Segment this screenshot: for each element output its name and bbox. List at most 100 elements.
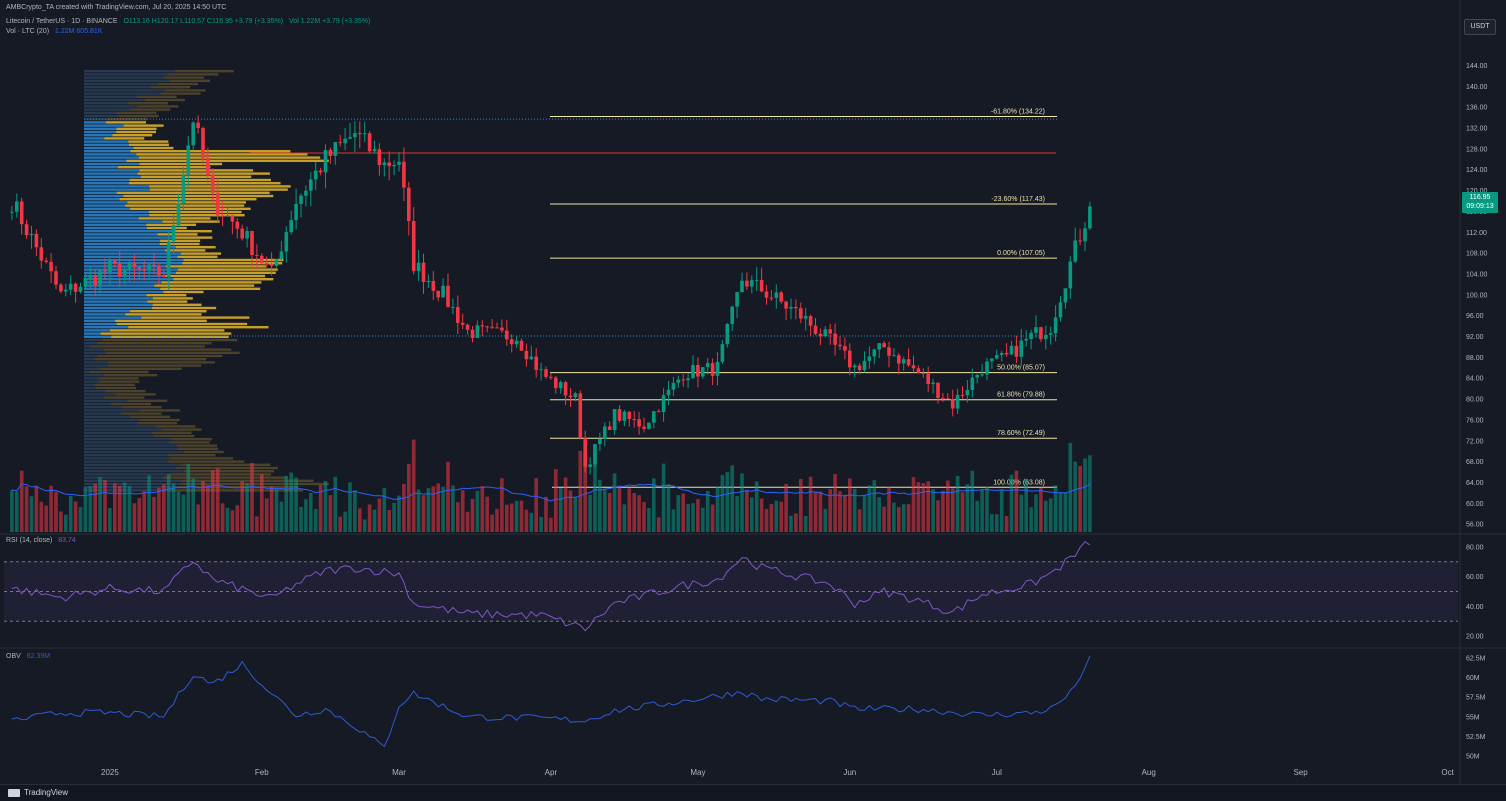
volume-bar [470, 498, 475, 532]
volume-bar [813, 491, 818, 532]
volume-profile-bar [84, 166, 118, 169]
candle-body [343, 138, 347, 144]
volume-bar [1063, 492, 1068, 532]
volume-bar [152, 496, 156, 532]
volume-profile-bar [172, 438, 213, 441]
volume-profile-bar [84, 111, 117, 114]
volume-bar [985, 486, 989, 532]
candle-body [191, 122, 195, 146]
candle-body [833, 333, 837, 345]
volume-bar [936, 500, 940, 532]
volume-bar [534, 478, 538, 532]
volume-profile-bar [84, 220, 163, 223]
volume-bar [632, 493, 636, 532]
volume-profile-bar [168, 489, 303, 492]
symbol-text[interactable]: Litecoin / TetherUS · 1D · BINANCE [6, 18, 118, 25]
volume-bar [245, 483, 249, 532]
volume-bar [789, 515, 793, 532]
candle-body [220, 215, 225, 217]
volume-profile-bar [84, 130, 117, 134]
volume-bar [196, 504, 200, 532]
volume-bar [108, 508, 112, 532]
candle-body [1058, 302, 1063, 318]
volume-profile-bar [163, 290, 204, 294]
candle-body [358, 133, 362, 135]
volume-profile-bar [98, 377, 139, 380]
candle-body [637, 419, 641, 427]
volume-bar [186, 463, 191, 532]
volume-study-label[interactable]: Vol · LTC (20) [6, 28, 50, 35]
volume-profile-bar [84, 313, 126, 316]
volume-bar [666, 483, 671, 532]
currency-badge[interactable]: USDT [1464, 19, 1496, 35]
candle-body [882, 343, 886, 348]
volume-profile-bar [84, 422, 138, 425]
volume-bar [201, 480, 205, 532]
volume-profile-bar [84, 287, 161, 290]
volume-bar [235, 505, 240, 532]
volume-profile-bar [151, 306, 217, 310]
volume-profile-bar [162, 220, 220, 223]
candle-body [211, 175, 215, 193]
obv-axis-label: 57.5M [1466, 695, 1486, 702]
rsi-title[interactable]: RSI (14, close) [6, 537, 53, 544]
candle-body [1068, 261, 1073, 289]
candle-body [647, 422, 651, 429]
time-axis-label: Apr [545, 768, 558, 777]
candle-body [671, 382, 676, 390]
volume-profile-bar [99, 367, 182, 370]
volume-bar [147, 475, 151, 532]
volume-profile-bar [155, 425, 196, 428]
obv-title[interactable]: OBV [6, 653, 21, 660]
price-axis-label: 60.00 [1466, 501, 1484, 508]
volume-profile-bar [84, 73, 168, 76]
volume-bar [921, 483, 926, 532]
volume-profile-bar [171, 230, 212, 233]
volume-bar [465, 511, 470, 532]
volume-bar [162, 484, 166, 532]
volume-profile-bar [84, 70, 175, 73]
price-axis-label: 136.00 [1466, 105, 1488, 112]
volume-bar [19, 470, 24, 532]
candle-body [1053, 317, 1058, 334]
volume-profile-bar [84, 364, 109, 367]
candle-body [960, 394, 965, 396]
candle-body [505, 330, 509, 340]
candle-body [333, 142, 338, 156]
candle-body [735, 292, 739, 307]
candle-body [186, 145, 191, 175]
volume-profile-bar [84, 361, 109, 364]
volume-profile-bar [139, 169, 254, 172]
volume-profile-bar [163, 76, 204, 79]
candle-body [495, 327, 499, 329]
volume-profile-bar [160, 239, 201, 242]
volume-bar [960, 492, 965, 532]
volume-profile-bar [97, 342, 212, 345]
candle-body [529, 356, 534, 360]
volume-profile-bar [84, 226, 147, 230]
volume-profile-bar [84, 204, 126, 207]
volume-profile-bar [84, 284, 155, 287]
volume-profile-bar [108, 364, 202, 367]
bar-countdown: 09:09:13 [1466, 203, 1494, 210]
volume-bar [407, 463, 411, 532]
volume-bar [911, 477, 916, 532]
volume-bar [656, 517, 661, 532]
volume-profile-bar [116, 111, 157, 114]
volume-bar [696, 499, 700, 532]
candle-body [318, 170, 323, 173]
volume-bar [759, 498, 764, 532]
volume-profile-bar [183, 450, 224, 454]
candle-body [750, 280, 754, 287]
candle-body [568, 395, 573, 398]
candle-body [245, 230, 249, 239]
volume-bar [941, 490, 945, 532]
volume-bar [73, 501, 78, 532]
volume-bar [828, 489, 832, 532]
candle-body [877, 343, 881, 350]
tradingview-logo[interactable]: TradingView [8, 788, 68, 797]
candle-body [872, 349, 877, 357]
volume-profile-bar [84, 146, 134, 150]
candle-body [808, 316, 813, 326]
